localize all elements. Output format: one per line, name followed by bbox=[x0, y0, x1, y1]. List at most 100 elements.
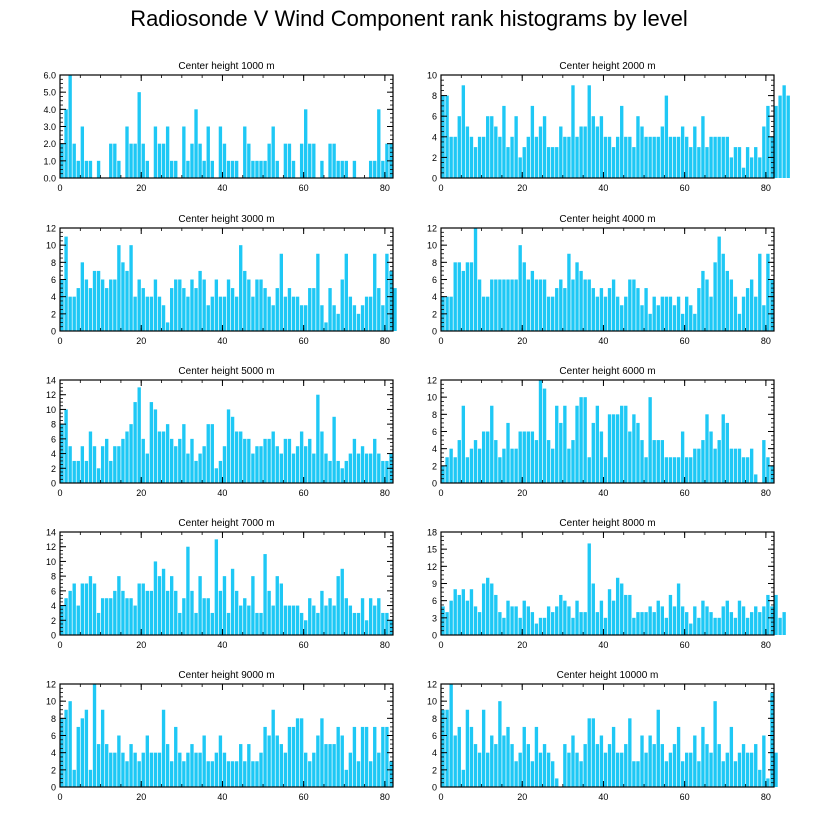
histogram-bar bbox=[356, 612, 361, 635]
histogram-bar bbox=[316, 253, 320, 331]
histogram-bar bbox=[373, 726, 377, 787]
histogram-bar bbox=[481, 709, 486, 787]
histogram-bar bbox=[230, 288, 235, 331]
histogram-bar bbox=[672, 744, 677, 787]
histogram-bar bbox=[457, 594, 461, 635]
histogram-bar bbox=[113, 590, 117, 635]
histogram-bar bbox=[689, 147, 693, 178]
histogram-bar bbox=[336, 460, 340, 483]
histogram-bar bbox=[214, 468, 219, 483]
histogram-bar bbox=[328, 143, 332, 178]
histogram-bar bbox=[481, 296, 486, 331]
histogram-bar bbox=[113, 752, 117, 787]
histogram-bar bbox=[494, 440, 498, 483]
histogram-bar bbox=[182, 761, 186, 787]
histogram-bar bbox=[291, 296, 296, 331]
histogram-bar bbox=[251, 453, 255, 483]
histogram-bar bbox=[336, 160, 340, 178]
histogram-bar bbox=[88, 431, 93, 483]
histogram-bar bbox=[255, 761, 259, 787]
histogram-bar bbox=[567, 606, 571, 635]
histogram-bar bbox=[636, 288, 640, 331]
y-tick-label: 10 bbox=[46, 697, 56, 707]
histogram-bar bbox=[745, 752, 750, 787]
histogram-bar bbox=[725, 600, 729, 635]
histogram-bar bbox=[782, 612, 786, 635]
histogram-bar bbox=[247, 143, 251, 178]
histogram-bar bbox=[170, 160, 174, 178]
histogram-bar bbox=[498, 457, 502, 483]
histogram-bar bbox=[656, 136, 660, 178]
histogram-bar bbox=[385, 253, 389, 331]
histogram-bar bbox=[697, 761, 701, 787]
histogram-bar bbox=[717, 136, 721, 178]
histogram-panel-10: Center height 10000 m 0 2 4 6 8 10 12 0 20 40 60 80 bbox=[427, 670, 778, 802]
histogram-bar bbox=[92, 684, 97, 787]
panel-title: Center height 7000 m bbox=[178, 518, 274, 529]
histogram-bar bbox=[502, 105, 506, 178]
histogram-bar bbox=[664, 457, 669, 483]
histogram-bar bbox=[344, 769, 348, 787]
histogram-bar bbox=[615, 296, 620, 331]
histogram-bar bbox=[312, 752, 316, 787]
histogram-bar bbox=[652, 296, 656, 331]
histogram-bar bbox=[271, 605, 275, 635]
histogram-bar bbox=[709, 752, 713, 787]
histogram-bar bbox=[137, 761, 141, 787]
histogram-bar bbox=[251, 761, 255, 787]
histogram-bar bbox=[352, 726, 357, 787]
histogram-bar bbox=[239, 245, 243, 331]
histogram-bar bbox=[628, 431, 632, 483]
histogram-bar bbox=[766, 778, 770, 787]
histogram-bar bbox=[506, 279, 510, 331]
x-tick-label: 40 bbox=[598, 336, 608, 346]
histogram-bar bbox=[226, 761, 231, 787]
histogram-bar bbox=[473, 147, 478, 178]
histogram-bar bbox=[336, 726, 340, 787]
histogram-bar bbox=[271, 305, 275, 331]
histogram-bar bbox=[287, 605, 292, 635]
histogram-bar bbox=[324, 453, 328, 483]
histogram-bar bbox=[352, 612, 357, 635]
histogram-bar bbox=[611, 279, 616, 331]
y-tick-label: 2 bbox=[51, 464, 56, 474]
histogram-bar bbox=[656, 305, 660, 331]
histogram-bar bbox=[713, 617, 717, 635]
histogram-bar bbox=[766, 457, 770, 483]
histogram-bar bbox=[587, 718, 591, 787]
histogram-bar bbox=[498, 136, 502, 178]
histogram-bar bbox=[656, 440, 660, 483]
histogram-bar bbox=[153, 279, 158, 331]
histogram-bar bbox=[636, 761, 640, 787]
y-tick-label: 2 bbox=[432, 765, 437, 775]
histogram-bar bbox=[263, 160, 267, 178]
histogram-bar bbox=[275, 288, 279, 331]
histogram-bar bbox=[105, 288, 109, 331]
histogram-bar bbox=[271, 126, 275, 178]
histogram-bar bbox=[595, 296, 600, 331]
histogram-bar bbox=[729, 279, 734, 331]
histogram-bar bbox=[538, 617, 543, 635]
histogram-bar bbox=[198, 576, 202, 635]
histogram-bar bbox=[279, 253, 283, 331]
histogram-bar bbox=[754, 474, 758, 483]
histogram-bar bbox=[157, 752, 162, 787]
histogram-bar bbox=[251, 160, 255, 178]
histogram-bar bbox=[218, 590, 223, 635]
histogram-bar bbox=[68, 590, 72, 635]
histogram-bar bbox=[705, 279, 709, 331]
histogram-bar bbox=[587, 85, 591, 178]
histogram-bar bbox=[239, 605, 243, 635]
y-tick-label: 10 bbox=[427, 241, 437, 251]
x-tick-label: 20 bbox=[136, 640, 146, 650]
histogram-bar bbox=[680, 313, 685, 331]
histogram-bar bbox=[469, 136, 474, 178]
histogram-bar bbox=[705, 744, 709, 787]
histogram-bar bbox=[275, 160, 279, 178]
panel-title: Center height 6000 m bbox=[559, 366, 655, 377]
histogram-bar bbox=[583, 126, 587, 178]
histogram-bar bbox=[105, 438, 109, 483]
histogram-bar bbox=[445, 296, 449, 331]
histogram-bar bbox=[283, 438, 288, 483]
histogram-bar bbox=[368, 453, 373, 483]
